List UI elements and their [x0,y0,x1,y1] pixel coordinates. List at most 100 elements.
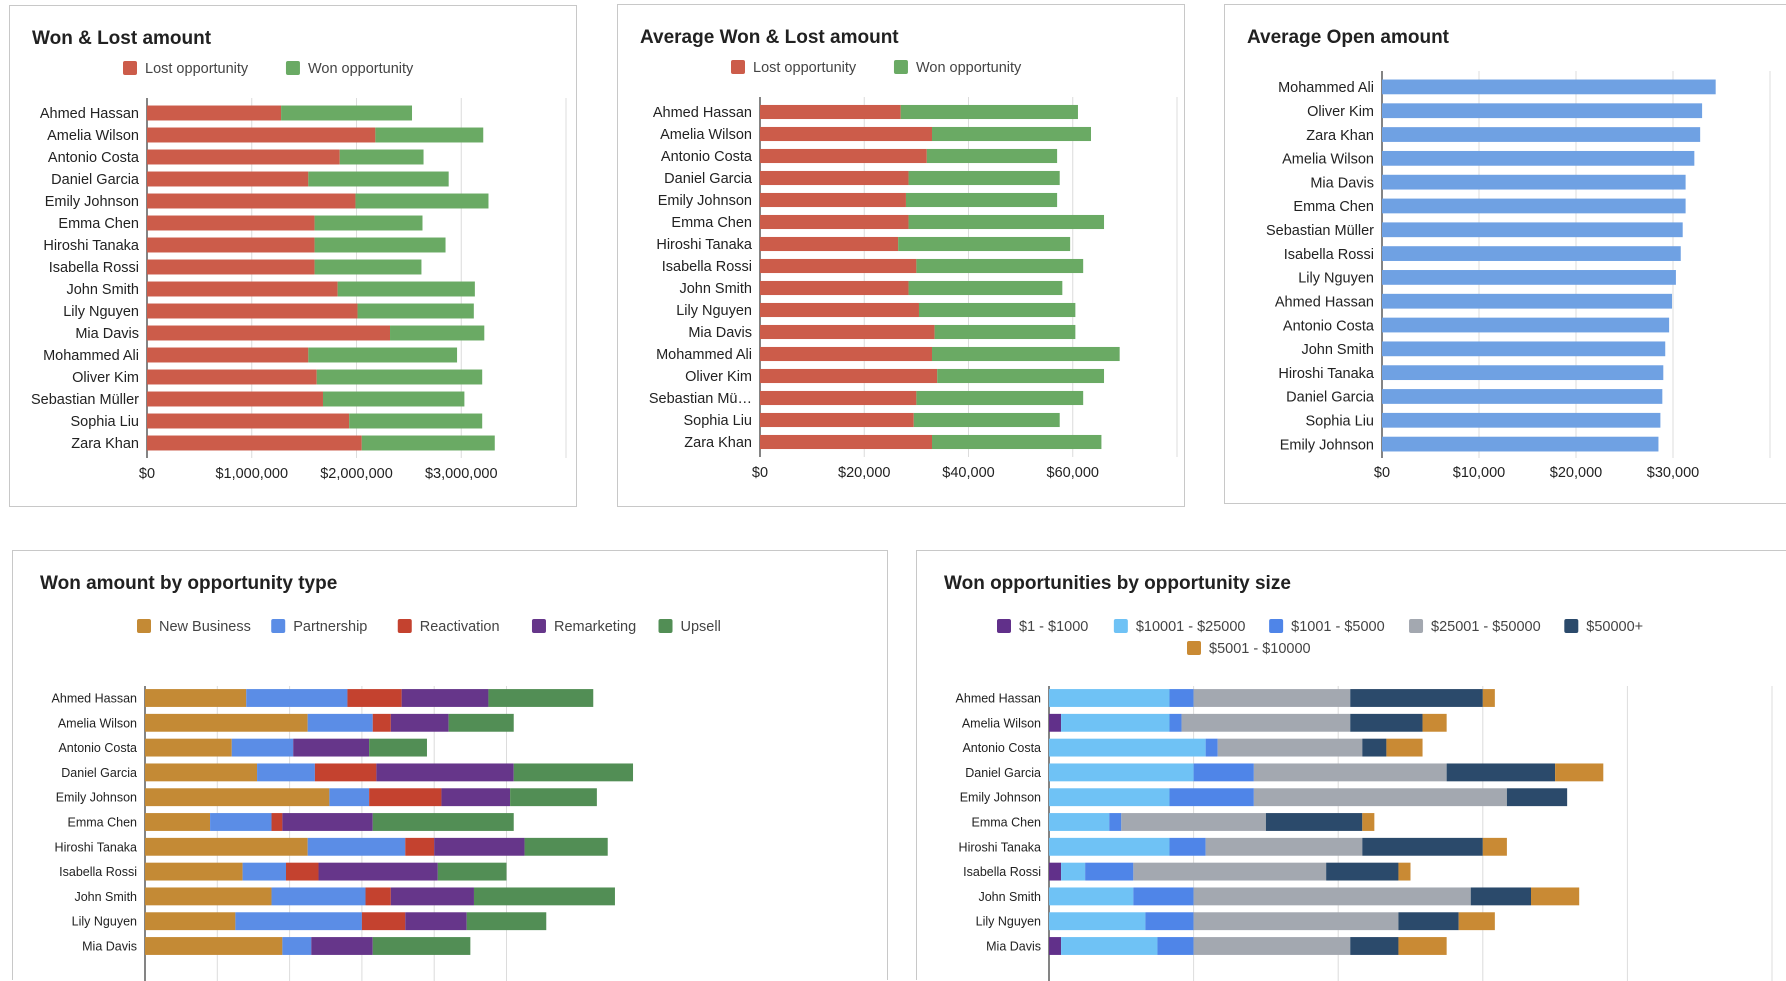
legend-label-won-opportunity: Won opportunity [916,60,1022,76]
legend-swatch-1-1000 [997,619,1011,633]
category-label-emily-johnson: Emily Johnson [45,194,139,210]
category-label-emily-johnson: Emily Johnson [658,193,752,209]
bar-lily-nguyen-5001-10000 [1458,912,1495,931]
bar-isabella-rossi-50000 [1326,862,1399,881]
bar-john-smith-10001-25000 [1049,887,1134,906]
category-label-lily-nguyen: Lily Nguyen [1298,271,1374,287]
bar-oliver-kim-won-opportunity [937,368,1105,384]
bar-mia-davis-remarketing [311,937,373,955]
category-label-emma-chen: Emma Chen [671,215,752,231]
bar-daniel-garcia-25001-50000 [1253,763,1447,782]
bar-isabella-rossi-1001-5000 [1085,862,1134,881]
bar-emily-johnson-partnership [329,788,370,807]
bar-amelia-wilson-lost-opportunity [147,127,376,143]
bar-isabella-rossi-5001-10000 [1398,862,1411,881]
bar-emma-chen-5001-10000 [1362,813,1375,831]
category-label-hiroshi-tanaka: Hiroshi Tanaka [959,840,1042,854]
bar-amelia-wilson-25001-50000 [1181,713,1351,732]
bar-antonio-costa-average-open-amount [1382,317,1670,333]
bar-hiroshi-tanaka-partnership [307,837,406,856]
legend-label-remarketing: Remarketing [554,619,636,635]
x-tick-label: $60,000 [1047,465,1099,481]
chart-won-opportunities-by-size: Won opportunities by opportunity size $1 … [944,573,1773,981]
legend-swatch-lost-opportunity [123,61,137,75]
bar-zara-khan-lost-opportunity [760,434,933,450]
category-label-ahmed-hassan: Ahmed Hassan [1275,294,1374,310]
category-label-sophia-liu: Sophia Liu [70,414,139,430]
category-label-amelia-wilson: Amelia Wilson [962,716,1041,730]
bar-hiroshi-tanaka-won-opportunity [314,237,446,253]
bar-hiroshi-tanaka-average-open-amount [1382,365,1664,381]
bar-daniel-garcia-lost-opportunity [147,171,309,187]
category-label-emily-johnson: Emily Johnson [1280,437,1374,453]
bar-daniel-garcia-10001-25000 [1049,763,1194,782]
legend-label-1-1000: $1 - $1000 [1019,619,1088,635]
bar-sophia-liu-won-opportunity [913,412,1060,428]
bar-emma-chen-won-opportunity [908,214,1105,230]
chart-card-average-open: Average Open amount Mohammed Ali Oliver Ki… [1224,4,1786,504]
category-label-lily-nguyen: Lily Nguyen [976,915,1041,929]
category-label-amelia-wilson: Amelia Wilson [47,128,139,144]
bar-mia-davis-1001-5000 [1157,937,1194,955]
bar-mohammed-ali-lost-opportunity [760,346,933,362]
category-label-mia-davis: Mia Davis [986,940,1041,954]
bar-daniel-garcia-5001-10000 [1555,763,1604,782]
bar-emily-johnson-average-open-amount [1382,436,1659,452]
bar-antonio-costa-10001-25000 [1049,738,1206,757]
bar-john-smith-25001-50000 [1193,887,1471,906]
bar-hiroshi-tanaka-won-opportunity [898,236,1071,252]
category-label-zara-khan: Zara Khan [71,436,139,452]
bar-daniel-garcia-upsell [513,763,634,782]
bar-hiroshi-tanaka-lost-opportunity [760,236,899,252]
legend-label-5001-10000: $5001 - $10000 [1209,641,1311,657]
category-label-amelia-wilson: Amelia Wilson [58,716,137,730]
bar-mohammed-ali-average-open-amount [1382,79,1716,95]
bar-mia-davis-won-opportunity [934,324,1076,340]
category-label-antonio-costa: Antonio Costa [48,150,140,166]
bar-john-smith-1001-5000 [1133,887,1194,906]
bar-emily-johnson-upsell [510,788,597,807]
bar-zara-khan-lost-opportunity [147,435,362,451]
bar-hiroshi-tanaka-new-business [145,837,308,856]
category-label-john-smith: John Smith [679,281,752,297]
bar-john-smith-5001-10000 [1531,887,1580,906]
bar-sophia-liu-lost-opportunity [147,413,350,429]
category-label-ahmed-hassan: Ahmed Hassan [956,692,1042,706]
legend-swatch-new-business [137,619,151,633]
bar-sophia-liu-lost-opportunity [760,412,914,428]
bar-mia-davis-10001-25000 [1061,937,1158,955]
category-label-antonio-costa: Antonio Costa [1283,318,1375,334]
bar-ahmed-hassan-5001-10000 [1482,689,1495,707]
bar-john-smith-50000 [1470,887,1531,906]
bar-emma-chen-remarketing [282,813,373,831]
category-label-zara-khan: Zara Khan [1306,128,1374,144]
bar-isabella-rossi-reactivation [285,862,319,881]
bar-antonio-costa-1001-5000 [1205,738,1218,757]
category-label-daniel-garcia: Daniel Garcia [965,766,1041,780]
legend-label-10001-25000: $10001 - $25000 [1136,619,1246,635]
bar-lily-nguyen-reactivation [361,912,406,931]
legend-swatch-upsell [658,619,673,633]
category-label-sophia-liu: Sophia Liu [683,413,752,429]
bar-ahmed-hassan-10001-25000 [1049,689,1170,707]
bar-mia-davis-won-opportunity [390,325,485,341]
bar-isabella-rossi-lost-opportunity [147,259,315,275]
category-label-emma-chen: Emma Chen [58,216,139,232]
category-label-emma-chen: Emma Chen [1293,199,1374,215]
bar-antonio-costa-upsell [369,738,427,757]
bar-lily-nguyen-50000 [1398,912,1459,931]
bar-john-smith-won-opportunity [337,281,475,297]
bar-emily-johnson-lost-opportunity [147,193,356,209]
bar-daniel-garcia-won-opportunity [908,170,1060,186]
bar-emma-chen-10001-25000 [1049,813,1110,831]
bar-emma-chen-1001-5000 [1109,813,1122,831]
bar-amelia-wilson-remarketing [390,713,449,732]
category-label-oliver-kim: Oliver Kim [685,369,752,385]
bar-john-smith-average-open-amount [1382,341,1666,357]
bar-lily-nguyen-remarketing [405,912,467,931]
bar-oliver-kim-lost-opportunity [760,368,938,384]
bar-hiroshi-tanaka-1001-5000 [1169,837,1206,856]
bar-emma-chen-25001-50000 [1121,813,1266,831]
bar-isabella-rossi-lost-opportunity [760,258,917,274]
bar-hiroshi-tanaka-25001-50000 [1205,837,1363,856]
